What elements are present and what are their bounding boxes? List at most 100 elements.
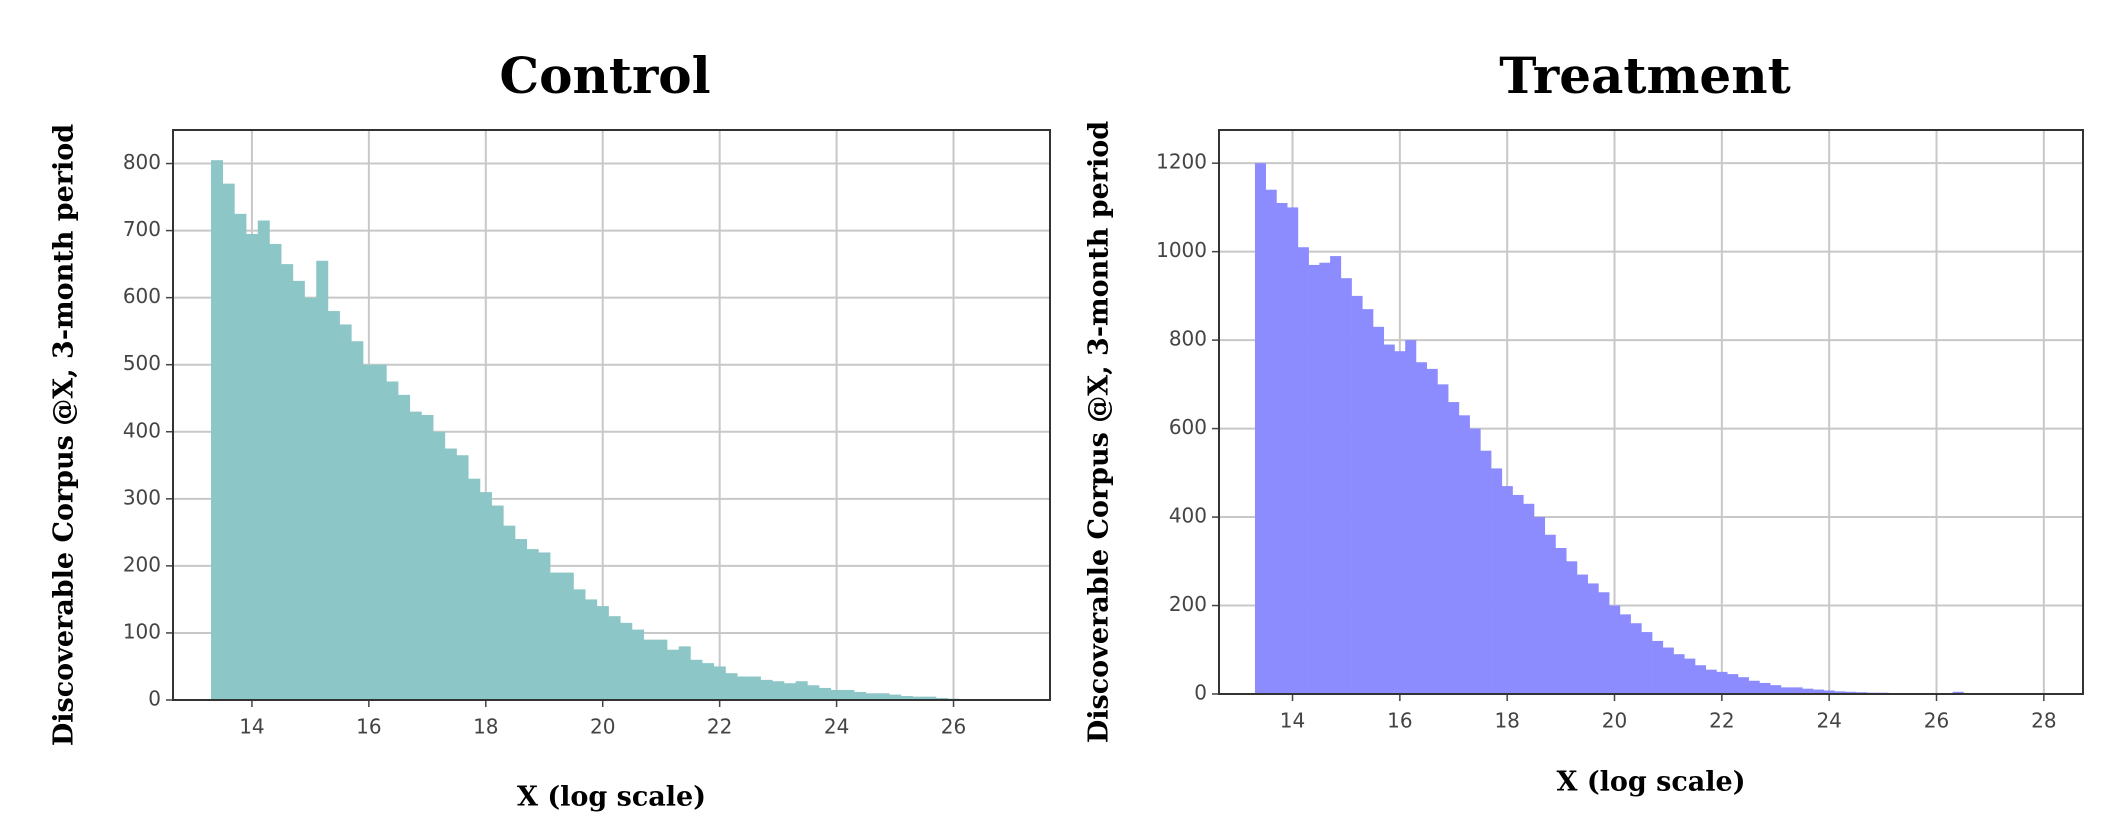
- bar: [1351, 295, 1363, 694]
- bar: [585, 599, 598, 700]
- bar: [1802, 688, 1814, 694]
- x-tick-label: 16: [356, 715, 381, 739]
- y-tick-label: 400: [123, 418, 161, 442]
- y-tick-label: 100: [123, 619, 161, 643]
- x-tick-label: 18: [473, 715, 498, 739]
- bar: [1394, 351, 1406, 694]
- bar: [842, 689, 855, 700]
- bar: [1276, 202, 1288, 695]
- y-tick-label: 0: [148, 687, 161, 711]
- y-tick-label: 700: [123, 217, 161, 241]
- bar: [1587, 583, 1599, 694]
- bar: [1523, 503, 1535, 694]
- bar: [339, 324, 352, 700]
- y-axis-label: Discoverable Corpus @X, 3-month period: [49, 124, 80, 746]
- bar: [1780, 687, 1792, 694]
- bar: [1770, 685, 1782, 694]
- bar: [1609, 605, 1621, 694]
- bar: [234, 213, 247, 700]
- bar: [667, 649, 680, 700]
- bar: [316, 260, 329, 700]
- bar: [269, 244, 282, 700]
- bar: [304, 297, 317, 700]
- bar: [1362, 309, 1374, 694]
- bar: [1512, 494, 1524, 694]
- bar: [1319, 262, 1331, 694]
- bar: [550, 572, 563, 700]
- x-tick-label: 14: [239, 715, 264, 739]
- bar: [1952, 691, 1964, 694]
- bar: [1544, 534, 1556, 694]
- x-tick-label: 20: [590, 715, 615, 739]
- bar: [1566, 561, 1578, 694]
- bar: [596, 606, 609, 700]
- bar: [1845, 691, 1857, 694]
- x-tick-label: 22: [1709, 709, 1734, 733]
- y-axis-label: Discoverable Corpus @X, 3-month period: [1084, 121, 1115, 743]
- bar: [783, 683, 796, 700]
- bar: [1448, 402, 1460, 694]
- bar: [1373, 326, 1385, 694]
- bar: [1426, 368, 1438, 694]
- bar: [573, 589, 586, 700]
- bar: [409, 411, 422, 700]
- bar: [877, 693, 890, 700]
- bar: [327, 311, 340, 700]
- bar: [444, 448, 457, 700]
- bar: [737, 676, 750, 700]
- bar: [772, 681, 785, 700]
- bar: [1330, 256, 1342, 694]
- bar: [1641, 632, 1653, 694]
- bar: [807, 685, 820, 700]
- bar: [889, 694, 902, 700]
- bar: [1265, 189, 1277, 694]
- y-tick-label: 500: [123, 351, 161, 375]
- bar: [281, 264, 294, 700]
- x-tick-label: 20: [1602, 709, 1627, 733]
- plot-frame: [172, 129, 1051, 701]
- bar: [526, 549, 539, 700]
- bar: [538, 552, 551, 700]
- x-tick-label: 22: [707, 715, 732, 739]
- x-tick-label: 24: [824, 715, 849, 739]
- bar: [561, 572, 574, 700]
- bar: [1791, 687, 1803, 694]
- bar: [1534, 517, 1546, 694]
- x-tick-label: 28: [2031, 709, 2056, 733]
- y-tick-label: 0: [1194, 681, 1207, 705]
- bar: [1748, 680, 1760, 694]
- y-tick-label: 600: [123, 284, 161, 308]
- bar: [351, 341, 364, 700]
- bar: [421, 415, 434, 700]
- y-tick-label: 600: [1169, 415, 1207, 439]
- bar: [1727, 674, 1739, 694]
- x-axis-label: X (log scale): [1556, 767, 1745, 798]
- bar: [655, 639, 668, 700]
- bar: [819, 687, 832, 700]
- bar: [631, 629, 644, 700]
- chart-title: Treatment: [1499, 46, 1790, 105]
- bar: [1737, 677, 1749, 694]
- bar: [1716, 671, 1728, 694]
- bar: [292, 280, 305, 700]
- bar: [1576, 574, 1588, 694]
- bar: [1759, 682, 1771, 694]
- bar: [1501, 486, 1513, 694]
- bar: [1491, 468, 1503, 694]
- bar: [608, 616, 621, 700]
- bar: [479, 492, 492, 700]
- bar: [1480, 450, 1492, 694]
- y-tick-label: 200: [123, 552, 161, 576]
- bar: [1673, 654, 1685, 694]
- bar: [1630, 623, 1642, 694]
- y-tick-label: 800: [1169, 327, 1207, 351]
- bar: [257, 220, 270, 700]
- bar: [678, 646, 691, 700]
- y-tick-label: 1200: [1156, 150, 1207, 174]
- bar: [924, 696, 937, 700]
- y-tick-label: 1000: [1156, 238, 1207, 262]
- bar: [491, 505, 504, 700]
- bar: [222, 183, 235, 700]
